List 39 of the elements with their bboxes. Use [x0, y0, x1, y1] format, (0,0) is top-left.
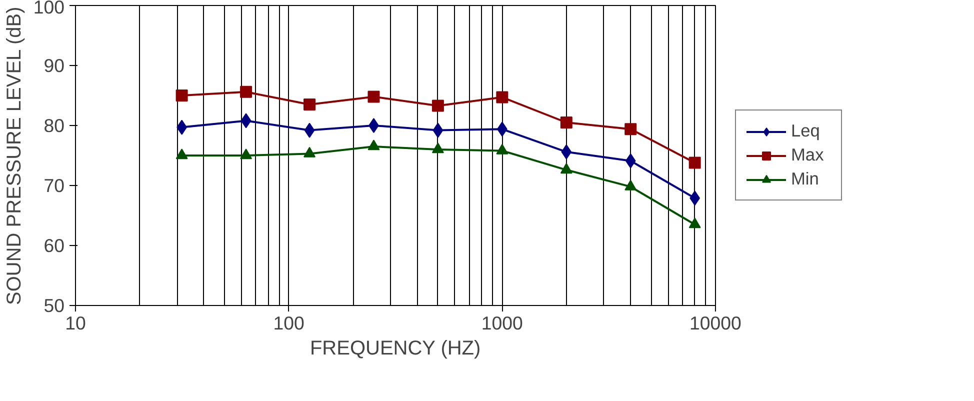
point	[496, 91, 508, 104]
point	[432, 122, 444, 138]
y-axis-title: SOUND PRESSURE LEVEL (dB)	[3, 6, 26, 305]
point	[240, 148, 252, 160]
y-tick-label: 50	[44, 295, 65, 316]
point	[688, 218, 701, 228]
point	[432, 142, 444, 154]
x-tick-label: 100	[273, 312, 304, 334]
point	[304, 146, 316, 158]
legend-label: Min	[791, 168, 820, 190]
y-tick-label: 90	[44, 55, 65, 76]
point	[240, 113, 252, 128]
point	[368, 90, 380, 103]
x-tick-label: 1000	[481, 312, 523, 334]
point	[688, 156, 701, 169]
point	[560, 163, 572, 174]
point	[496, 144, 508, 154]
x-axis-title: FREQUENCY (HZ)	[310, 338, 481, 360]
y-tick-label: 100	[33, 0, 65, 18]
point	[625, 153, 636, 168]
legend-label: Max	[791, 144, 825, 166]
point	[560, 116, 572, 128]
point	[304, 98, 316, 110]
point	[368, 118, 379, 133]
point	[368, 140, 380, 150]
x-tick-label: 10	[65, 312, 86, 334]
x-tick-label: 10000	[690, 312, 742, 334]
point	[176, 148, 188, 160]
point	[624, 123, 637, 136]
point	[624, 180, 637, 190]
point	[304, 122, 315, 138]
point	[432, 100, 444, 112]
y-tick-label: 70	[44, 175, 65, 196]
legend-label: Leq	[791, 120, 821, 142]
point	[561, 144, 572, 160]
y-tick-label: 60	[44, 235, 65, 256]
point	[176, 90, 188, 102]
y-tick-label: 80	[44, 115, 65, 136]
point	[240, 86, 252, 98]
